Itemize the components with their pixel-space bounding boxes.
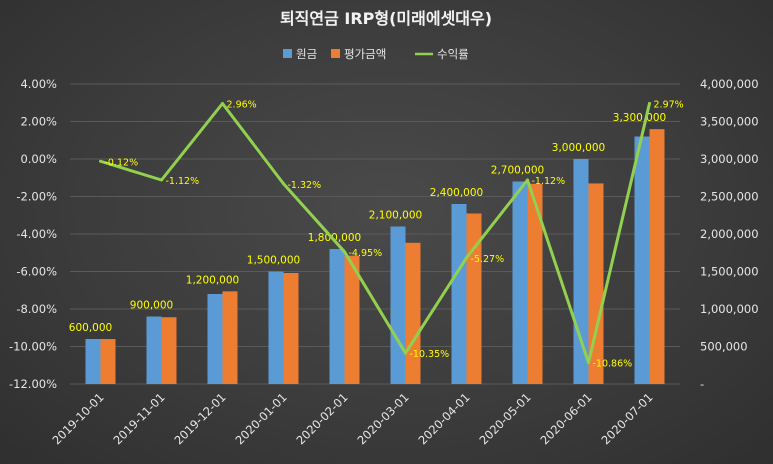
x-tick-label: 2019-11-01	[110, 390, 167, 447]
y-left-tick-label: 2.00%	[20, 115, 57, 129]
legend-swatch-principal	[283, 49, 292, 58]
x-axis: 2019-10-01 2019-11-01 2019-12-01 2020-01-01…	[49, 390, 655, 447]
legend-swatch-valuation	[331, 49, 340, 58]
x-tick-label: 2020-04-01	[415, 390, 472, 447]
y-left-tick-label: 4.00%	[20, 77, 57, 91]
return-line	[100, 102, 651, 365]
bar-principal	[512, 181, 528, 384]
return-point	[404, 351, 407, 355]
y-right-tick-label: 1,500,000	[700, 265, 759, 279]
bar-data-label: 2,400,000	[430, 187, 483, 199]
bar-data-label: 600,000	[69, 322, 112, 334]
bar-principal	[390, 226, 406, 384]
y-left-tick-label: -12.00%	[9, 377, 57, 391]
x-tick-label: 2020-05-01	[476, 390, 533, 447]
bar-principal	[329, 249, 345, 384]
return-point	[526, 178, 529, 182]
bar-principal	[207, 294, 223, 384]
bar-valuation	[527, 183, 543, 384]
line-data-label: -0.12%	[105, 157, 139, 168]
x-tick-label: 2020-01-01	[232, 390, 289, 447]
return-point	[465, 256, 468, 260]
bar-principal	[451, 204, 467, 384]
y-right-tick-label: 4,000,000	[700, 77, 759, 91]
y-right-tick-label: 3,500,000	[700, 115, 759, 129]
chart-title: 퇴직연금 IRP형(미래에셋대우)	[280, 9, 492, 28]
x-tick-label: 2020-07-01	[598, 390, 655, 447]
y-axis-left: -12.00% -10.00% -8.00% -6.00% -4.00% -2.00% 0.…	[9, 77, 57, 391]
bar-data-label: 1,800,000	[308, 232, 361, 244]
bar-principal	[634, 136, 650, 384]
return-point	[99, 159, 102, 163]
bar-principal	[85, 339, 101, 384]
bar-data-label: 2,700,000	[491, 165, 544, 177]
bar-valuation	[588, 183, 604, 384]
y-left-tick-label: 0.00%	[20, 152, 57, 166]
line-data-label: -4.95%	[349, 248, 383, 259]
bar-data-labels: 600,000 900,000 1,200,000 1,500,000 1,800,00…	[69, 112, 666, 334]
x-tick-label: 2019-12-01	[171, 390, 228, 447]
line-data-label: -1.12%	[532, 176, 566, 187]
legend-label-valuation: 평가금액	[344, 47, 386, 61]
bar-valuation	[161, 317, 177, 384]
y-right-tick-label: 1,000,000	[700, 302, 759, 316]
line-data-label: -10.35%	[410, 349, 450, 360]
bar-data-label: 3,300,000	[613, 112, 666, 124]
bar-data-label: 3,000,000	[552, 142, 605, 154]
line-data-label: -10.86%	[593, 359, 633, 370]
y-left-tick-label: -8.00%	[16, 302, 57, 316]
bar-valuation	[466, 213, 482, 384]
return-point	[221, 102, 224, 105]
legend: 원금 평가금액 수익률	[283, 47, 469, 61]
y-left-tick-label: -10.00%	[9, 340, 57, 354]
bar-valuation	[283, 272, 299, 384]
y-right-tick-label: -	[700, 377, 704, 391]
bar-data-label: 1,200,000	[186, 274, 239, 286]
x-tick-label: 2019-10-01	[49, 390, 106, 447]
bar-valuation	[222, 291, 238, 384]
y-right-tick-label: 2,000,000	[700, 227, 759, 241]
return-point	[587, 361, 590, 365]
bar-valuation	[100, 339, 116, 384]
line-data-label: 2.96%	[227, 100, 257, 111]
bar-data-label: 900,000	[130, 300, 173, 312]
return-point	[160, 178, 163, 182]
bar-valuation	[649, 129, 665, 384]
bar-data-label: 1,500,000	[247, 255, 300, 267]
legend-label-return: 수익률	[437, 47, 469, 61]
y-right-tick-label: 3,000,000	[700, 152, 759, 166]
y-right-tick-label: 500,000	[700, 340, 748, 354]
bar-principal	[146, 316, 162, 384]
legend-label-principal: 원금	[296, 47, 317, 61]
y-left-tick-label: -6.00%	[16, 265, 57, 279]
x-tick-label: 2020-03-01	[354, 390, 411, 447]
bar-principal	[573, 159, 589, 384]
return-point	[648, 101, 651, 105]
y-axis-right: - 500,000 1,000,000 1,500,000 2,000,000 2,500…	[700, 77, 759, 391]
y-left-tick-label: -2.00%	[16, 190, 57, 204]
x-tick-label: 2020-06-01	[537, 390, 594, 447]
line-data-labels: -0.12% -1.12% 2.96% -1.32% -4.95% -10.35% -5.2…	[105, 99, 684, 369]
y-right-tick-label: 2,500,000	[700, 190, 759, 204]
line-data-label: -1.12%	[166, 176, 200, 187]
return-point	[343, 250, 346, 254]
line-data-label: -1.32%	[288, 180, 322, 191]
x-tick-label: 2020-02-01	[293, 390, 350, 447]
line-data-label: 2.97%	[654, 99, 684, 110]
line-series	[99, 101, 651, 365]
bar-data-label: 2,100,000	[369, 210, 422, 222]
bar-valuation	[405, 242, 421, 384]
bar-valuation	[344, 255, 360, 384]
return-point	[282, 182, 285, 186]
line-data-label: -5.27%	[471, 254, 505, 265]
y-left-tick-label: -4.00%	[16, 227, 57, 241]
bar-principal	[268, 271, 284, 384]
